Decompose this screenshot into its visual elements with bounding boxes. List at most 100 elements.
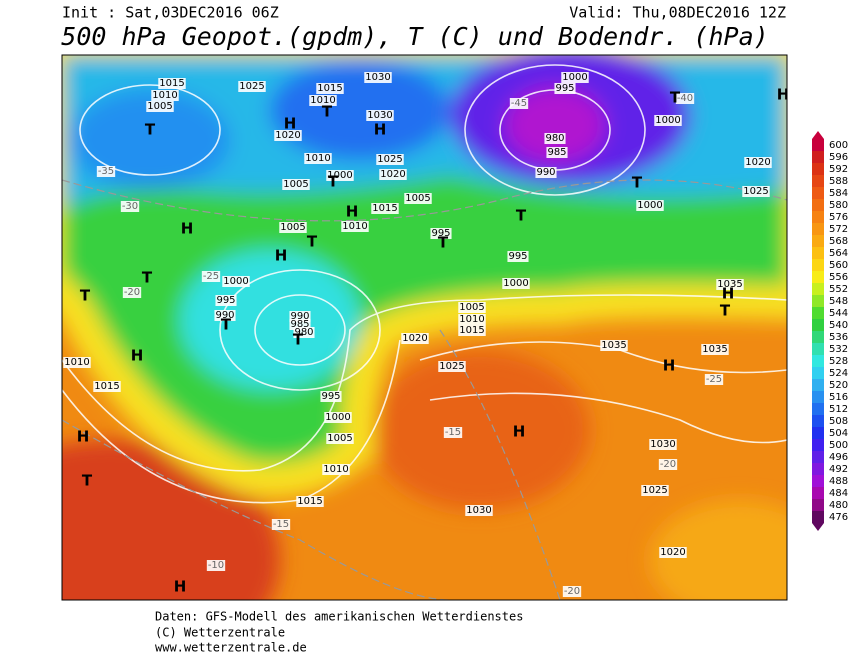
isobar-label-box	[274, 130, 302, 141]
isobar-label-box	[93, 381, 121, 392]
pressure-center: H	[131, 347, 144, 365]
isobar-label: 1020	[402, 333, 427, 344]
temperature-label-box	[96, 166, 116, 177]
temperature-label: -10	[208, 560, 224, 571]
temperature-label-box	[271, 519, 291, 530]
isobar-label: 1020	[380, 169, 405, 180]
isobar-label: 1005	[405, 193, 430, 204]
footer-line: Daten: GFS-Modell des amerikanischen Wet…	[155, 610, 523, 624]
isobar-label-box	[326, 433, 354, 444]
legend-swatch	[812, 319, 824, 331]
isobar-label-box	[215, 295, 237, 306]
isobar-label: 1030	[365, 72, 390, 83]
legend-swatch	[812, 283, 824, 295]
isobar-label: 1000	[325, 412, 350, 423]
isobar-label-box	[238, 81, 266, 92]
isobar-label: 995	[216, 295, 235, 306]
legend-label: 588	[829, 176, 848, 187]
isobar-label-box	[600, 340, 628, 351]
pressure-center: T	[221, 316, 232, 334]
isobar-label: 1015	[297, 496, 322, 507]
isobar-label-box	[151, 90, 179, 101]
isobar-label-box	[293, 327, 315, 338]
temperature-label-box	[658, 459, 678, 470]
pressure-center: H	[77, 428, 90, 446]
legend-swatch	[812, 499, 824, 511]
isobar-label: 995	[321, 391, 340, 402]
pressure-center: T	[307, 233, 318, 251]
legend-swatch	[812, 343, 824, 355]
isobar-label: 1030	[367, 110, 392, 121]
legend-swatch	[812, 427, 824, 439]
legend-swatch	[812, 175, 824, 187]
legend-swatch	[812, 451, 824, 463]
temperature-label: -20	[660, 459, 676, 470]
isobar-label: 995	[508, 251, 527, 262]
legend-label: 600	[829, 140, 848, 151]
temperature-label: -20	[564, 586, 580, 597]
temperature-label-box	[206, 560, 226, 571]
isobar-label: 1015	[317, 83, 342, 94]
isobar-label: 1010	[64, 357, 89, 368]
pressure-center: H	[346, 203, 359, 221]
isobar-label: 1000	[327, 170, 352, 181]
isobar-label-box	[324, 412, 352, 423]
footer-line: www.wetterzentrale.de	[155, 641, 307, 655]
isobar-label: 1015	[372, 203, 397, 214]
isobar-label-box	[458, 302, 486, 313]
legend-label: 492	[829, 464, 848, 475]
isobar-label: 1025	[239, 81, 264, 92]
isobar-label-box	[659, 547, 687, 558]
isobar-label: 1015	[159, 78, 184, 89]
temperature-label: -30	[122, 201, 138, 212]
legend-label: 556	[829, 272, 848, 283]
map-area: 1015101010051025103010151010100099510009…	[62, 55, 787, 600]
pressure-center: T	[720, 302, 731, 320]
temperature-label-box	[562, 586, 582, 597]
isobar-label: 985	[547, 147, 566, 158]
temperature-label: -40	[677, 93, 693, 104]
temperature-label-box	[443, 427, 463, 438]
isobar-label: 1010	[152, 90, 177, 101]
pressure-center: T	[142, 269, 153, 287]
legend-swatch	[812, 259, 824, 271]
legend-swatch	[812, 379, 824, 391]
temperature-label-box	[201, 271, 221, 282]
pressure-center: T	[293, 331, 304, 349]
legend-label: 520	[829, 380, 848, 391]
legend-label: 576	[829, 212, 848, 223]
isobar-label-box	[341, 221, 369, 232]
legend-arrow	[812, 523, 824, 531]
legend-label: 548	[829, 296, 848, 307]
temperature-label-box	[122, 287, 142, 298]
footer-line: (C) Wetterzentrale	[155, 626, 285, 640]
legend-swatch	[812, 403, 824, 415]
legend-swatch	[812, 199, 824, 211]
temperature-label: -35	[98, 166, 114, 177]
isobar-label: 990	[215, 310, 234, 321]
legend-arrow	[812, 131, 824, 139]
pressure-center: H	[181, 220, 194, 238]
isobar-label: 1025	[642, 485, 667, 496]
isobar-label: 1020	[275, 130, 300, 141]
legend-label: 488	[829, 476, 848, 487]
pressure-center: T	[516, 207, 527, 225]
legend-label: 540	[829, 320, 848, 331]
legend-swatch	[812, 151, 824, 163]
pressure-center: T	[328, 173, 339, 191]
isobar-label-box	[326, 170, 354, 181]
isobar-label: 1025	[439, 361, 464, 372]
legend-label: 516	[829, 392, 848, 403]
isobar-label-box	[404, 193, 432, 204]
isobar-label-box	[401, 333, 429, 344]
isobar-label-box	[296, 496, 324, 507]
pressure-center: T	[80, 287, 91, 305]
init-time: Init : Sat,03DEC2016 06Z	[62, 4, 279, 22]
isobar-label: 1000	[637, 200, 662, 211]
legend-label: 504	[829, 428, 848, 439]
legend-label: 536	[829, 332, 848, 343]
legend-swatch	[812, 139, 824, 151]
legend-label: 528	[829, 356, 848, 367]
temperature-label-box	[120, 201, 140, 212]
